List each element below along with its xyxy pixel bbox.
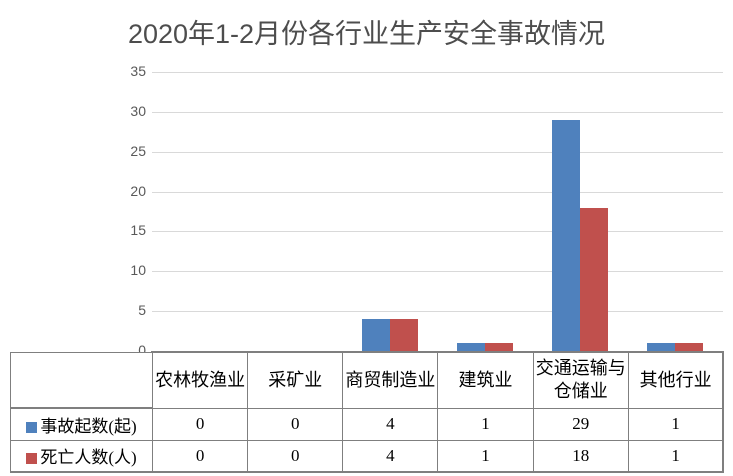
y-axis-tick-label: 5: [138, 302, 146, 319]
category-header: 农林牧渔业: [151, 351, 249, 409]
category-header: 采矿业: [247, 351, 344, 409]
category-header: 商贸制造业: [342, 351, 439, 409]
legend-label: 事故起数(起): [40, 416, 137, 436]
legend-color-swatch-icon: [26, 453, 38, 465]
gridline: [152, 231, 723, 233]
category-header: 建筑业: [437, 351, 534, 409]
category-header: 交通运输与仓储业: [532, 351, 629, 409]
table-value-cell: 4: [342, 407, 439, 441]
bar-series1-cat5: [675, 343, 704, 351]
bar-series1-cat3: [485, 343, 514, 351]
gridline: [152, 151, 723, 153]
legend-item: 事故起数(起): [10, 407, 153, 441]
table-value-cell: 0: [151, 407, 249, 441]
y-axis-tick-label: 30: [130, 102, 146, 119]
bar-series0-cat2: [361, 319, 390, 351]
legend-label: 死亡人数(人): [40, 448, 137, 468]
legend-item: 死亡人数(人): [10, 439, 153, 473]
table-value-cell: 18: [532, 439, 629, 473]
y-axis-tick-label: 25: [130, 142, 146, 159]
gridline: [152, 271, 723, 273]
table-value-cell: 29: [532, 407, 629, 441]
y-axis-tick-label: 15: [130, 222, 146, 239]
bar-series1-cat4: [580, 207, 609, 351]
bar-series0-cat5: [647, 343, 676, 351]
gridline: [152, 72, 723, 73]
table-value-cell: 1: [627, 439, 725, 473]
table-value-cell: 1: [627, 407, 725, 441]
gridline: [152, 311, 723, 313]
table-corner: [10, 351, 153, 409]
y-axis-tick-label: 35: [130, 63, 146, 79]
table-value-cell: 0: [247, 407, 344, 441]
category-header: 其他行业: [627, 351, 725, 409]
bar-series0-cat4: [552, 119, 581, 351]
bar-series0-cat3: [457, 343, 486, 351]
table-value-cell: 1: [437, 439, 534, 473]
data-table: 农林牧渔业 采矿业 商贸制造业 建筑业 交通运输与仓储业 其他行业 事故起数(起) 0 0 4 1 2…: [10, 351, 725, 473]
table-value-cell: 0: [247, 439, 344, 473]
table-value-cell: 1: [437, 407, 534, 441]
chart-title: 2020年1-2月份各行业生产安全事故情况: [127, 19, 606, 49]
legend-color-swatch-icon: [26, 421, 38, 433]
bar-series1-cat2: [389, 319, 418, 351]
y-axis-tick-label: 20: [130, 182, 146, 199]
y-axis-tick-label: 0: [138, 342, 146, 358]
gridline: [152, 191, 723, 193]
table-value-cell: 4: [342, 439, 439, 473]
y-axis-tick-label: 10: [130, 262, 146, 279]
gridline: [152, 111, 723, 113]
table-value-cell: 0: [151, 439, 249, 473]
